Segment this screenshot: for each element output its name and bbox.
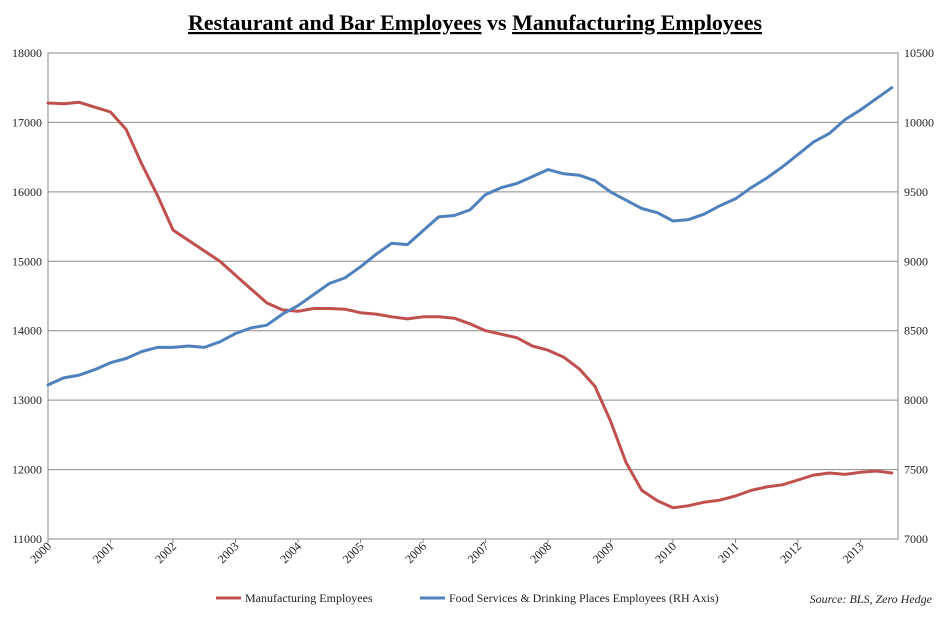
left-tick-label: 12000	[12, 463, 42, 477]
left-axis: 11000 12000 13000 14000 15000 16000 17000 18000	[12, 46, 42, 546]
left-tick-label: 11000	[12, 532, 42, 546]
left-tick-label: 17000	[12, 115, 42, 129]
grid	[48, 52, 898, 540]
x-tick-label: 2013	[840, 539, 867, 566]
chart-title: Restaurant and Bar Employees vs Manufact…	[188, 10, 763, 35]
plot-frame	[47, 52, 899, 540]
left-tick-label: 16000	[12, 185, 42, 199]
legend-label: Manufacturing Employees	[245, 591, 373, 605]
x-tick-label: 2003	[215, 539, 242, 566]
x-tick-label: 2007	[465, 539, 492, 566]
chart-title-part-0: Restaurant and Bar Employees	[188, 10, 482, 35]
left-tick-label: 13000	[12, 393, 42, 407]
right-tick-label: 10000	[904, 115, 934, 129]
series-line-manufacturing	[46, 100, 894, 510]
left-tick-label: 15000	[12, 254, 42, 268]
x-tick-label: 2012	[777, 539, 804, 566]
x-tick-label: 2005	[340, 539, 367, 566]
right-tick-label: 8000	[904, 393, 928, 407]
right-tick-label: 9500	[904, 185, 928, 199]
right-tick-label: 7000	[904, 532, 928, 546]
left-tick-label: 14000	[12, 324, 42, 338]
right-tick-label: 10500	[904, 46, 934, 60]
x-tick-label: 2010	[652, 539, 679, 566]
x-tick-label: 2006	[402, 539, 429, 566]
legend-label: Food Services & Drinking Places Employee…	[449, 591, 719, 605]
source-note: Source: BLS, Zero Hedge	[810, 592, 933, 606]
x-tick-label: 2002	[152, 539, 179, 566]
right-axis: 7000 7500 8000 8500 9000 9500 10000 10500	[904, 46, 934, 546]
x-tick-label: 2004	[277, 539, 304, 566]
series-layer	[46, 86, 894, 510]
series-line-food-services	[46, 86, 894, 387]
right-tick-label: 8500	[904, 324, 928, 338]
right-tick-label: 7500	[904, 463, 928, 477]
x-tick-label: 2008	[527, 539, 554, 566]
legend: Manufacturing Employees Food Services & D…	[216, 591, 719, 605]
x-tick-label: 2001	[90, 539, 117, 566]
left-tick-label: 18000	[12, 46, 42, 60]
x-tick-label: 2011	[715, 539, 742, 566]
x-axis: 2000 2001 2002 2003 2004 2005 2006 2007 2008 2009…	[27, 539, 867, 566]
chart-title-part-1: vs	[482, 10, 513, 35]
right-tick-label: 9000	[904, 254, 928, 268]
chart-title-part-2: Manufacturing Employees	[512, 10, 762, 35]
x-tick-label: 2009	[590, 539, 617, 566]
